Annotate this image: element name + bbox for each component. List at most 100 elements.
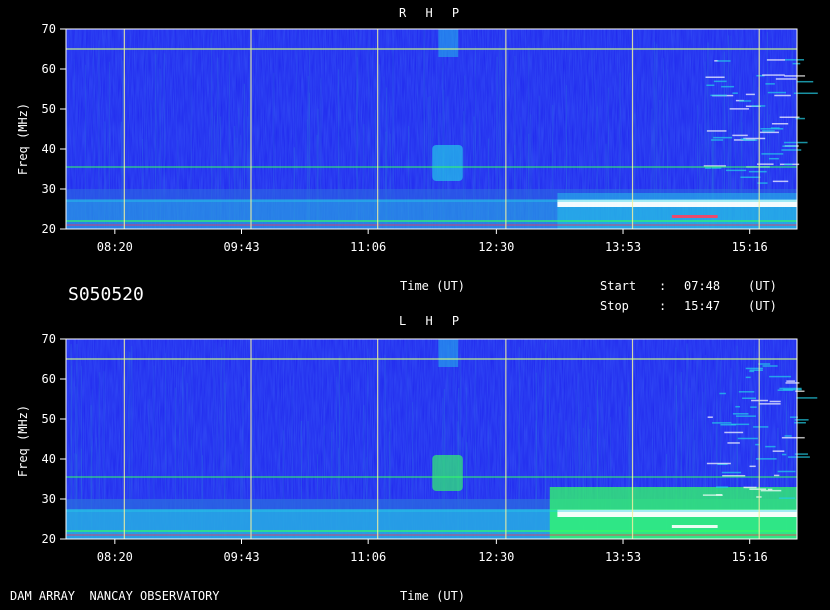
signal-streak [777, 427, 779, 539]
signal-dash [781, 436, 805, 439]
signal-streak [699, 123, 701, 229]
signal-streak [736, 426, 738, 539]
signal-streak [389, 133, 391, 229]
signal-dash [778, 497, 796, 499]
signal-streak [320, 77, 322, 230]
signal-dash [796, 397, 818, 399]
signal-dash [796, 80, 814, 83]
plot-frame [65, 28, 798, 230]
signal-streak [597, 106, 599, 229]
rhp-ylabel: Freq (MHz) [16, 102, 30, 176]
plot-frame [65, 338, 798, 540]
signal-streak [307, 420, 309, 539]
signal-streak [705, 354, 707, 539]
signal-streak [597, 400, 599, 539]
signal-streak [213, 342, 215, 539]
emission-patch [432, 455, 463, 491]
signal-streak [408, 125, 410, 229]
signal-streak [558, 412, 560, 539]
signal-streak [273, 72, 275, 229]
signal-streak [707, 42, 709, 229]
signal-streak [74, 386, 76, 539]
signal-dash [770, 127, 780, 129]
signal-dash [748, 170, 767, 173]
signal-streak [751, 421, 753, 539]
signal-streak [122, 77, 124, 229]
x-tick-label: 12:30 [478, 240, 514, 254]
signal-dash [740, 176, 761, 179]
signal-streak [379, 64, 381, 229]
signal-streak [607, 87, 609, 229]
signal-streak [127, 350, 129, 539]
signal-streak [363, 124, 365, 229]
signal-dash [711, 139, 724, 141]
signal-streak [125, 350, 127, 539]
signal-streak [356, 31, 358, 229]
signal-dash [712, 422, 732, 424]
signal-streak [179, 398, 181, 539]
signal-streak [479, 110, 481, 229]
y-tick-label: 20 [42, 532, 56, 546]
signal-streak [122, 60, 124, 229]
y-tick-label: 60 [42, 62, 56, 76]
signal-streak [478, 450, 480, 539]
signal-streak [367, 348, 369, 539]
signal-dash [762, 74, 785, 76]
signal-dash [784, 141, 808, 144]
signal-streak [228, 54, 230, 229]
signal-dash [720, 423, 737, 426]
signal-streak [91, 389, 93, 539]
signal-streak [587, 407, 589, 539]
signal-dash [714, 60, 719, 62]
signal-dash [745, 376, 751, 379]
signal-streak [634, 113, 636, 229]
signal-dash [717, 60, 731, 62]
signal-streak [234, 125, 236, 229]
signal-streak [146, 139, 148, 229]
signal-streak [200, 439, 202, 539]
signal-dash [766, 59, 786, 61]
signal-streak [519, 347, 521, 539]
signal-dash [784, 435, 792, 437]
signal-streak [520, 117, 522, 229]
signal-dash [775, 78, 797, 80]
x-tick-label: 09:43 [223, 550, 259, 564]
signal-streak [651, 108, 653, 229]
signal-dash [757, 182, 768, 184]
x-tick-label: 12:30 [478, 550, 514, 564]
signal-dash [761, 153, 784, 155]
signal-streak [659, 99, 661, 229]
stop-unit: (UT) [748, 299, 777, 313]
signal-streak [438, 455, 440, 539]
signal-streak [122, 148, 124, 229]
signal-streak [711, 132, 713, 229]
signal-streak [71, 365, 73, 539]
signal-dash [706, 84, 715, 87]
signal-streak [597, 379, 599, 539]
signal-dash [707, 416, 713, 418]
signal-streak [427, 97, 429, 230]
signal-dash [772, 450, 785, 452]
signal-dash [732, 413, 749, 415]
signal-streak [148, 399, 150, 539]
signal-streak [526, 126, 528, 229]
signal-streak [163, 53, 165, 229]
signal-streak [716, 426, 718, 539]
signal-streak [295, 29, 297, 230]
signal-streak [535, 372, 537, 539]
signal-streak [757, 86, 759, 229]
stop-sep: : [659, 299, 667, 313]
signal-streak [716, 419, 718, 539]
signal-streak [502, 41, 504, 230]
signal-streak [578, 427, 580, 539]
signal-streak [719, 360, 721, 539]
signal-dash [743, 137, 766, 140]
signal-dash [711, 167, 722, 169]
signal-streak [159, 68, 161, 229]
signal-streak [242, 386, 244, 539]
signal-streak [730, 35, 732, 230]
footer-label: DAM ARRAY NANCAY OBSERVATORY [10, 589, 220, 603]
signal-streak [565, 85, 567, 229]
signal-streak [389, 407, 391, 539]
signal-streak [415, 399, 417, 539]
